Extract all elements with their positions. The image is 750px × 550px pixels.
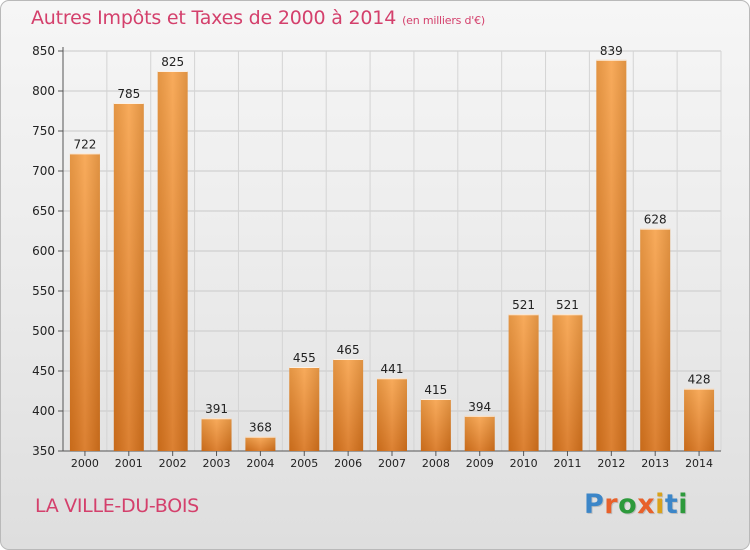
y-tick-label: 700: [32, 164, 55, 178]
x-tick-label: 2009: [466, 457, 494, 470]
bar-value-label: 825: [161, 55, 184, 69]
logo-letter: r: [604, 489, 619, 520]
x-tick-label: 2003: [203, 457, 231, 470]
bar-value-label: 368: [249, 421, 272, 435]
x-tick-label: 2004: [246, 457, 274, 470]
bar-shade: [289, 367, 320, 451]
chart-title: Autres Impôts et Taxes de 2000 à 2014 (en…: [31, 7, 485, 29]
y-tick-label: 600: [32, 244, 55, 258]
logo-letter: i: [655, 489, 665, 520]
bar-shade: [245, 436, 276, 451]
bar-shade: [640, 228, 671, 451]
chart-title-unit: (en milliers d'€): [402, 14, 485, 27]
bar-shade: [69, 153, 100, 451]
x-tick-label: 2005: [290, 457, 318, 470]
x-tick-label: 2010: [510, 457, 538, 470]
bar-value-label: 391: [205, 402, 228, 416]
bar-shade: [333, 359, 364, 451]
logo-letter: o: [618, 489, 638, 520]
bar-value-label: 455: [293, 351, 316, 365]
x-tick-label: 2012: [597, 457, 625, 470]
bar-shade: [157, 71, 188, 451]
x-tick-label: 2006: [334, 457, 362, 470]
y-tick-label: 500: [32, 324, 55, 338]
x-tick-label: 2011: [553, 457, 581, 470]
bar-shade: [201, 418, 232, 451]
x-tick-label: 2014: [685, 457, 713, 470]
x-tick-label: 2002: [159, 457, 187, 470]
chart-title-text: Autres Impôts et Taxes de 2000 à 2014: [31, 7, 397, 29]
bar-value-label: 785: [117, 87, 140, 101]
bar-value-label: 628: [644, 213, 667, 227]
bar-shade: [596, 59, 627, 452]
bar-value-label: 394: [468, 400, 491, 414]
bar-value-label: 428: [688, 373, 711, 387]
x-tick-label: 2001: [115, 457, 143, 470]
proxiti-logo: Proxiti: [584, 489, 688, 520]
bar-value-label: 722: [73, 137, 96, 151]
bars: [69, 59, 715, 452]
bar-value-label: 441: [381, 362, 404, 376]
x-tick-label: 2007: [378, 457, 406, 470]
bar-shade: [420, 399, 451, 451]
x-tick-label: 2000: [71, 457, 99, 470]
bar-value-label: 521: [556, 298, 579, 312]
x-tick-label: 2008: [422, 457, 450, 470]
bar-shade: [113, 103, 144, 451]
y-tick-label: 650: [32, 204, 55, 218]
y-tick-label: 450: [32, 364, 55, 378]
bar-shade: [377, 378, 407, 451]
y-tick-label: 750: [32, 124, 55, 138]
logo-letter: t: [664, 489, 679, 520]
bar-value-label: 839: [600, 44, 623, 58]
logo-letter: P: [584, 489, 605, 520]
logo-letter: i: [678, 489, 689, 520]
y-tick-label: 800: [32, 84, 55, 98]
bar-shade: [684, 388, 715, 451]
bar-value-label: 415: [424, 383, 447, 397]
y-tick-label: 850: [32, 44, 55, 58]
y-tick-label: 550: [32, 284, 55, 298]
bar-value-label: 465: [337, 343, 360, 357]
x-tick-label: 2013: [641, 457, 669, 470]
bar-shade: [552, 314, 583, 451]
logo-letter: x: [637, 489, 656, 520]
bar-shade: [464, 415, 495, 451]
bar-shade: [508, 314, 539, 451]
y-tick-label: 400: [32, 404, 55, 418]
data-labels: 722 785 825 391 368 455 465 441 415 394 521 521 839 6…: [73, 44, 710, 435]
bar-value-label: 521: [512, 298, 535, 312]
city-name: LA VILLE-DU-BOIS: [35, 495, 199, 517]
y-tick-label: 350: [32, 444, 55, 458]
